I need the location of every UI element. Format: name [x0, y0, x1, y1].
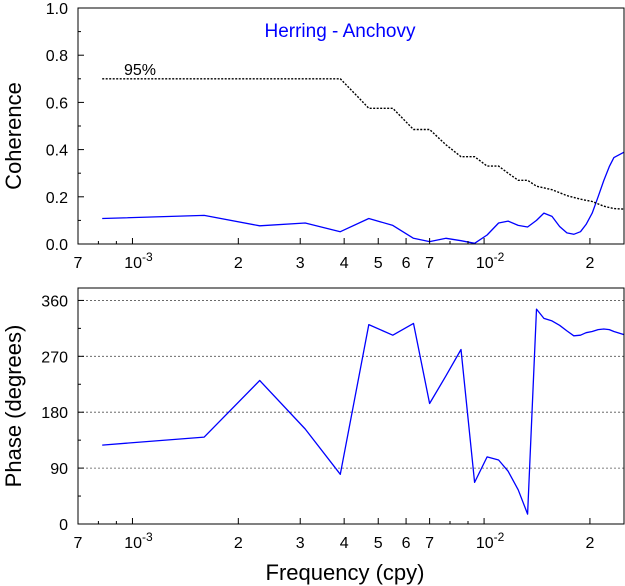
coherence-series [102, 78, 625, 244]
frequency-x-axis-label: Frequency (cpy) [266, 560, 425, 585]
phase-x-tick-label: 7 [425, 535, 434, 552]
coherence-x-tick-label: 4 [340, 255, 349, 272]
coherence-95pct-significance-line [102, 78, 625, 210]
coherence-y-tick-label: 0.2 [46, 190, 68, 207]
coherence-x-tick-label: 2 [585, 255, 594, 272]
coherence-series-line [102, 151, 625, 244]
coherence-ticks: 0.00.20.40.60.81.07 10-3 2 3 4 5 6 7 10-2 2 [46, 1, 595, 272]
coherence-x-tick-label: 7 [74, 255, 83, 272]
coherence-chart-title: Herring - Anchovy [264, 21, 416, 42]
phase-y-tick-label: 0 [59, 517, 68, 534]
coherence-y-tick-label: 0.4 [46, 143, 68, 160]
coherence-x-tick-label: 3 [296, 255, 305, 272]
phase-plot-frame [77, 287, 625, 525]
phase-x-tick-label: 2 [585, 535, 594, 552]
coherence-y-tick-label: 0.0 [46, 237, 68, 254]
phase-series-line [102, 308, 625, 515]
coherence-x-tick-label: 2 [234, 255, 243, 272]
coherence-panel: 0.00.20.40.60.81.07 10-3 2 3 4 5 6 7 10-2 2 Herri… [1, 1, 625, 272]
coherence-y-tick-label: 0.6 [46, 95, 68, 112]
coherence-y-axis-label: Coherence [1, 82, 26, 190]
phase-series [102, 308, 625, 515]
phase-x-tick-label: 4 [340, 535, 349, 552]
phase-x-tick-label: 6 [402, 535, 411, 552]
phase-y-tick-label: 90 [50, 461, 68, 478]
phase-y-tick-label: 180 [41, 405, 68, 422]
phase-x-tick-label: 3 [296, 535, 305, 552]
coherence-x-tick-label: 10-3 [124, 250, 153, 272]
coherence-y-tick-label: 0.8 [46, 48, 68, 65]
phase-y-tick-label: 270 [41, 349, 68, 366]
phase-x-tick-label: 10-3 [124, 530, 153, 552]
coherence-plot-frame [77, 7, 625, 245]
coherence-x-tick-label: 10-2 [476, 250, 505, 272]
phase-x-tick-label: 2 [234, 535, 243, 552]
coherence-x-tick-label: 6 [402, 255, 411, 272]
coherence-x-tick-label: 5 [374, 255, 383, 272]
phase-y-tick-label: 360 [41, 293, 68, 310]
coherence-y-tick-label: 1.0 [46, 1, 68, 18]
phase-grid [78, 300, 624, 469]
phase-x-tick-label: 7 [74, 535, 83, 552]
coherence-x-tick-label: 7 [425, 255, 434, 272]
confidence-95-label: 95% [124, 62, 156, 79]
phase-y-axis-label: Phase (degrees) [1, 325, 26, 488]
phase-x-tick-label: 10-2 [476, 530, 505, 552]
phase-x-tick-label: 5 [374, 535, 383, 552]
